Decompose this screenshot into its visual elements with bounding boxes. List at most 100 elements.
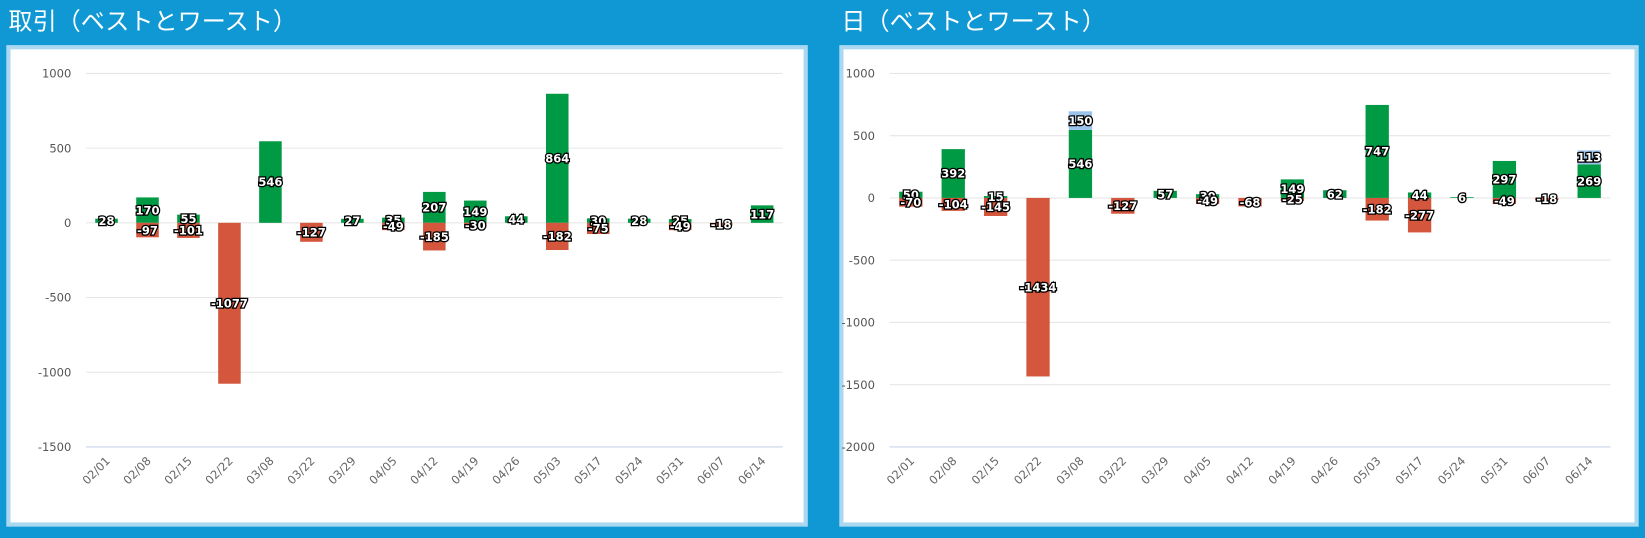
data-label: -182 xyxy=(1363,202,1392,216)
bar xyxy=(464,222,487,228)
data-label: -101 xyxy=(174,224,203,238)
data-label: 747 xyxy=(1365,145,1389,159)
data-label: -70 xyxy=(900,195,921,209)
bar xyxy=(341,218,364,223)
data-label: -182 xyxy=(543,230,572,244)
data-label: 546 xyxy=(1068,157,1092,171)
panel xyxy=(839,45,1639,527)
data-label: -277 xyxy=(1405,208,1434,222)
y-tick-label: -1000 xyxy=(38,365,72,379)
data-label: 149 xyxy=(1280,182,1304,196)
bar xyxy=(218,222,241,384)
bar xyxy=(668,219,692,223)
data-label: 50 xyxy=(903,188,919,202)
data-label: 44 xyxy=(508,213,524,227)
bar xyxy=(1407,197,1432,233)
panel-title: 日（ベストとワースト） xyxy=(841,7,1105,35)
data-label: 117 xyxy=(750,207,774,221)
bar xyxy=(423,191,446,223)
bar xyxy=(382,217,405,223)
data-label: -97 xyxy=(137,223,158,237)
data-label: -127 xyxy=(1108,199,1137,213)
bar xyxy=(668,222,692,231)
data-label: -68 xyxy=(1240,195,1261,209)
data-label: 27 xyxy=(344,214,360,228)
data-label: -49 xyxy=(383,220,404,234)
data-label: -18 xyxy=(711,217,732,231)
data-label: 269 xyxy=(1577,174,1601,188)
y-tick-label: -500 xyxy=(45,291,71,305)
y-tick-label: 0 xyxy=(64,216,71,230)
bar xyxy=(1068,129,1093,198)
bar xyxy=(95,218,118,223)
data-label: -75 xyxy=(588,222,609,236)
bar xyxy=(177,222,200,238)
bar xyxy=(382,222,405,231)
data-label: 864 xyxy=(545,151,569,165)
data-label: -49 xyxy=(670,220,691,234)
bar xyxy=(423,222,446,251)
bar xyxy=(899,197,923,207)
bar xyxy=(1280,197,1305,202)
data-label: 207 xyxy=(422,201,446,215)
data-label: -49 xyxy=(1494,194,1515,208)
data-label: 25 xyxy=(672,214,688,228)
bar xyxy=(545,222,569,251)
bar xyxy=(1577,164,1601,198)
bar xyxy=(941,149,965,198)
bar xyxy=(464,200,487,223)
bar xyxy=(627,218,651,223)
bar xyxy=(300,222,323,242)
data-label: 170 xyxy=(135,203,159,217)
data-label: -25 xyxy=(1282,193,1303,207)
bar xyxy=(1323,190,1347,198)
data-label: 62 xyxy=(1327,187,1343,201)
data-label: -18 xyxy=(1536,192,1557,206)
data-label: 15 xyxy=(988,190,1004,204)
data-label: -49 xyxy=(1197,194,1218,208)
bar xyxy=(545,93,569,223)
bar xyxy=(1111,197,1135,214)
data-label: 57 xyxy=(1157,188,1173,202)
y-tick-label: 1000 xyxy=(846,67,875,81)
bar xyxy=(1280,179,1305,198)
bar xyxy=(136,197,159,223)
y-tick-label: 500 xyxy=(853,129,875,143)
bar xyxy=(1365,104,1389,198)
y-tick-label: 1000 xyxy=(42,67,71,81)
data-label: 150 xyxy=(1068,114,1092,128)
data-label: 6 xyxy=(1458,191,1466,205)
bar xyxy=(1492,160,1517,198)
data-label: 28 xyxy=(631,214,647,228)
data-label: 392 xyxy=(941,167,965,181)
data-label: 30 xyxy=(1200,189,1216,203)
bar xyxy=(899,191,923,198)
data-label: -145 xyxy=(981,200,1010,214)
bar xyxy=(136,222,159,238)
data-label: 55 xyxy=(180,212,196,226)
data-label: 149 xyxy=(463,205,487,219)
data-label: 113 xyxy=(1577,151,1601,165)
bar xyxy=(1450,197,1474,198)
bar xyxy=(1535,197,1559,201)
data-label: 546 xyxy=(258,175,282,189)
y-tick-label: -1500 xyxy=(38,440,72,454)
bar xyxy=(1026,197,1050,377)
y-tick-label: -2000 xyxy=(841,440,875,454)
y-tick-label: -1000 xyxy=(841,316,875,330)
bar xyxy=(1365,197,1389,221)
data-label: 35 xyxy=(385,213,401,227)
bar xyxy=(586,218,610,223)
data-label: -185 xyxy=(420,230,449,244)
data-label: -30 xyxy=(465,218,486,232)
panel xyxy=(6,45,808,527)
bar xyxy=(941,197,965,211)
bar xyxy=(1407,192,1432,198)
bar xyxy=(505,216,528,223)
data-label: -1077 xyxy=(211,296,248,310)
bar xyxy=(1577,150,1601,165)
panel-title: 取引（ベストとワースト） xyxy=(8,7,297,35)
y-tick-label: -500 xyxy=(849,253,875,267)
